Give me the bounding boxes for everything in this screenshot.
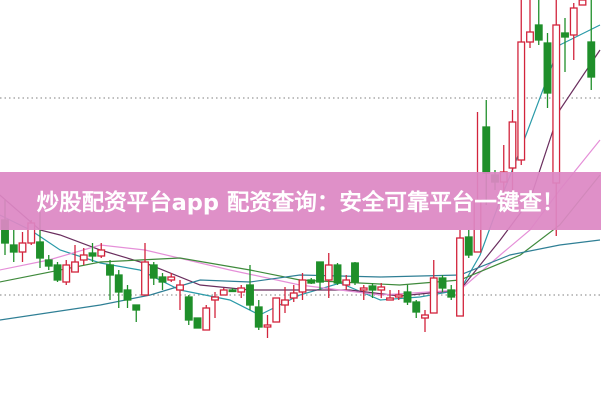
- candle-body: [543, 42, 552, 94]
- candle-body: [359, 287, 368, 291]
- candle-body: [298, 279, 307, 293]
- candle-body: [412, 301, 421, 313]
- candle-body: [281, 299, 289, 306]
- moving-average-line: [0, 239, 601, 321]
- candle-body: [368, 285, 377, 291]
- banner-text: 炒股配资平台app 配资查询：安全可靠平台一键查！: [36, 190, 565, 216]
- candle-body: [53, 264, 62, 281]
- candle-body: [202, 307, 211, 331]
- candle-body: [237, 287, 246, 293]
- candle-body: [114, 274, 123, 293]
- candle-body: [71, 261, 79, 273]
- candle-body: [421, 314, 429, 319]
- moving-average-line: [0, 24, 601, 316]
- candle-body: [316, 261, 324, 283]
- candle-body: [517, 41, 526, 161]
- candle-body: [377, 286, 386, 291]
- candle-body: [569, 7, 578, 36]
- candle-body: [132, 304, 141, 311]
- candle-body: [508, 121, 517, 169]
- candle-body: [561, 32, 569, 38]
- candle-body: [97, 249, 106, 257]
- candle-body: [587, 41, 596, 78]
- candle-body: [123, 289, 132, 301]
- candle-body: [526, 31, 534, 43]
- candle-body: [9, 244, 18, 253]
- candle-body: [289, 292, 298, 299]
- candle-body: [351, 262, 359, 283]
- candle-body: [429, 277, 438, 314]
- candle-body: [578, 0, 587, 6]
- candle-body: [263, 324, 272, 328]
- candle-body: [394, 294, 403, 298]
- candle-body: [149, 264, 158, 279]
- candle-body: [456, 237, 464, 317]
- candle-body: [62, 264, 71, 283]
- candle-body: [193, 317, 202, 329]
- candle-body: [386, 297, 394, 301]
- candle-body: [342, 279, 351, 286]
- candle-body: [141, 261, 149, 296]
- candle-body: [176, 284, 184, 291]
- candle-body: [211, 296, 219, 301]
- title-banner: 炒股配资平台app 配资查询：安全可靠平台一键查！: [0, 172, 601, 230]
- candle-body: [106, 264, 114, 276]
- candle-body: [246, 284, 254, 306]
- candle-body: [88, 252, 97, 257]
- candle-body: [307, 279, 316, 284]
- candle-body: [534, 24, 543, 41]
- candle-body: [219, 289, 228, 296]
- candle-body: [272, 297, 281, 323]
- candle-body: [333, 264, 342, 284]
- candle-body: [324, 264, 333, 281]
- candle-body: [79, 254, 88, 261]
- candle-body: [254, 306, 263, 328]
- candle-body: [228, 289, 237, 293]
- candle-body: [44, 259, 53, 267]
- candle-body: [552, 24, 561, 184]
- candle-body: [403, 291, 412, 303]
- candle-body: [464, 236, 473, 256]
- candle-body: [184, 296, 193, 321]
- candle-body: [18, 242, 27, 253]
- candle-body: [447, 289, 456, 298]
- candle-body: [167, 276, 176, 281]
- candle-body: [158, 276, 167, 283]
- candle-body: [36, 241, 44, 259]
- candle-body: [438, 277, 447, 289]
- candle-body: [482, 126, 491, 174]
